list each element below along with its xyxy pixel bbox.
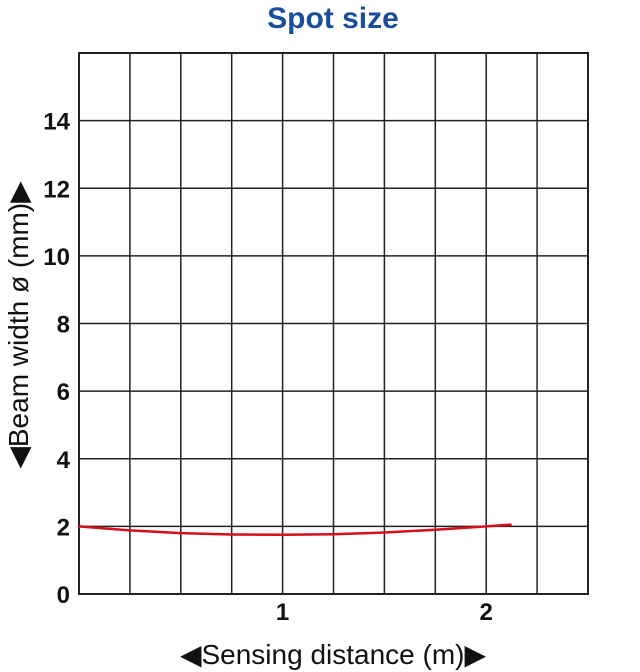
x-tick-labels: 0 1 2 [57, 582, 493, 626]
y-tick-label: 14 [43, 109, 70, 136]
y-tick-label: 2 [57, 514, 70, 541]
data-series [77, 523, 512, 537]
x-tick-label: 0 [57, 582, 70, 609]
x-tick-label: 1 [276, 599, 289, 626]
y-tick-label: 4 [57, 447, 71, 474]
y-tick-labels: 2 4 6 8 10 12 14 [43, 109, 70, 542]
series-line [77, 523, 512, 537]
y-tick-label: 10 [43, 244, 70, 271]
x-tick-label: 2 [480, 599, 493, 626]
y-tick-label: 12 [43, 176, 70, 203]
y-axis-label: ◀Beam width ø (mm)▶ [3, 181, 34, 469]
plot-frame [78, 52, 589, 595]
grid-lines [79, 53, 588, 594]
y-tick-label: 6 [57, 379, 70, 406]
y-tick-label: 8 [57, 312, 70, 339]
x-axis-label: ◀Sensing distance (m)▶ [180, 639, 487, 670]
chart-title: Spot size [267, 2, 399, 35]
